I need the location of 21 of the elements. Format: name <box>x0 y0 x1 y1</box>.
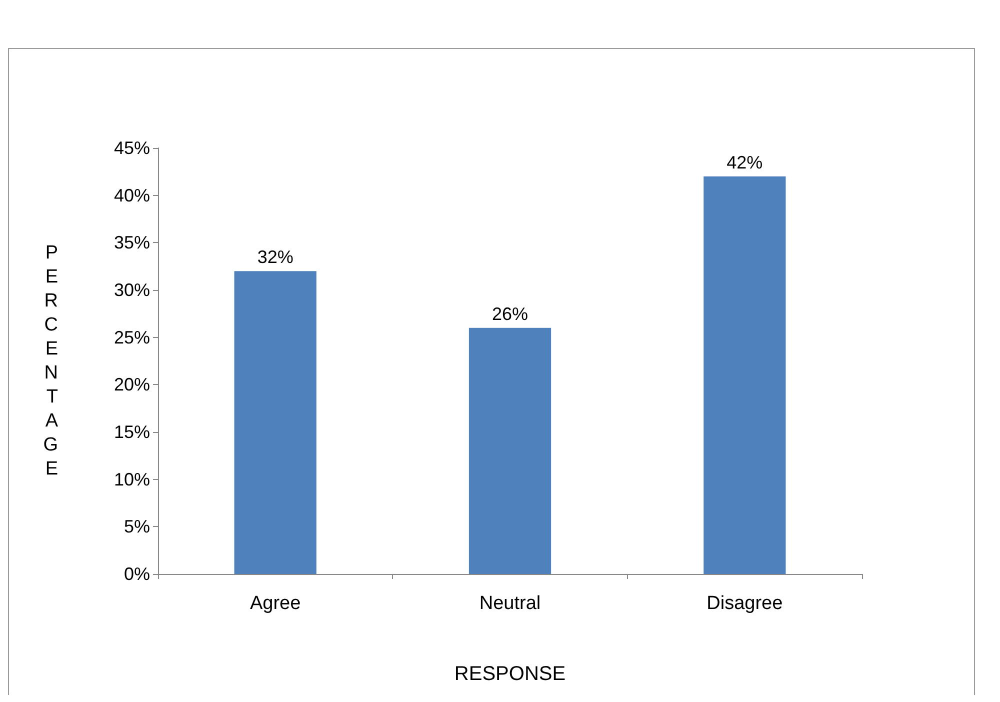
text: PERCENTAGE <box>43 242 58 480</box>
data-label: 26% <box>492 304 528 324</box>
y-tick-label: 5% <box>124 516 150 537</box>
y-tick-label: 0% <box>124 564 150 584</box>
y-tick-label: 25% <box>114 327 150 348</box>
y-tick-label: 35% <box>114 232 150 253</box>
y-tick-label: 15% <box>114 422 150 442</box>
x-axis-title: RESPONSE <box>454 663 566 685</box>
data-label: 42% <box>726 152 763 172</box>
x-tick-label: Disagree <box>706 593 783 614</box>
bar <box>704 176 786 574</box>
data-label: 32% <box>257 247 294 268</box>
y-tick-label: 20% <box>114 374 150 395</box>
y-tick-label: 10% <box>114 469 150 490</box>
y-tick-label: 45% <box>114 138 150 158</box>
x-tick-label: Neutral <box>479 593 541 614</box>
x-tick-label: Agree <box>250 593 301 614</box>
bar <box>234 271 316 574</box>
y-tick-label: 40% <box>114 185 150 206</box>
y-tick-label: 30% <box>114 280 150 300</box>
bar <box>468 328 552 574</box>
